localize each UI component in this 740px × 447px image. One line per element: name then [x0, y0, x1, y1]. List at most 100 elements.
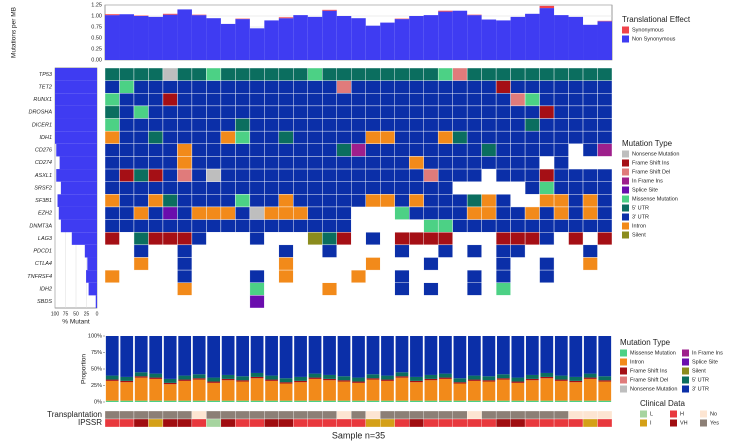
bar-segment: [338, 382, 351, 401]
mutation-cell: [540, 106, 554, 119]
bar-segment: [251, 336, 264, 373]
mutation-cell: [395, 81, 409, 94]
bar-segment: [178, 380, 191, 381]
y-tick-label: 0.00: [91, 57, 102, 63]
mutation-cell: [192, 68, 206, 81]
mutation-cell: [119, 207, 133, 220]
mutation-cell: [569, 81, 583, 94]
bar-segment: [454, 401, 467, 402]
mutation-cell: [598, 182, 612, 195]
bar-segment: [193, 380, 206, 401]
mutation-cell: [206, 93, 220, 106]
mutation-cell: [351, 144, 365, 157]
mutation-cell: [482, 156, 496, 169]
mutation-cell: [192, 81, 206, 94]
mutation-cell: [395, 270, 409, 283]
bar: [55, 119, 97, 132]
mutation-cell: [235, 169, 249, 182]
mutation-cell: [409, 169, 423, 182]
bar-segment: [338, 336, 351, 376]
mutation-cell: [482, 144, 496, 157]
x-tick-label: 25: [84, 311, 90, 317]
bar-segment: [280, 336, 293, 378]
mutation-cell: [322, 182, 336, 195]
mutation-cell: [409, 81, 423, 94]
mutation-cell: [438, 119, 452, 132]
mutation-cell: [583, 68, 597, 81]
bar-segment: [351, 18, 365, 60]
mutation-cell: [250, 207, 264, 220]
mutation-cell: [569, 93, 583, 106]
bar: [59, 207, 97, 220]
mutation-cell: [192, 106, 206, 119]
mutation-cell: [424, 182, 438, 195]
mutation-cell: [438, 182, 452, 195]
mutation-cell: [163, 194, 177, 207]
bar-segment: [584, 379, 597, 401]
bar: [55, 106, 97, 119]
bar-segment: [251, 378, 264, 400]
mutation-cell: [453, 68, 467, 81]
clinical-cell: [424, 419, 438, 427]
bar-segment: [482, 401, 495, 402]
mutation-cell: [163, 220, 177, 233]
mutation-cell: [148, 106, 162, 119]
mutation-cell: [134, 169, 148, 182]
mutation-cell: [511, 169, 525, 182]
mutation-cell: [134, 207, 148, 220]
mutation-cell: [366, 131, 380, 144]
bar-segment: [598, 382, 611, 401]
legend-swatch: [622, 196, 629, 203]
legend-swatch: [622, 36, 629, 43]
bar-segment: [454, 378, 467, 382]
mutation-cell: [380, 169, 394, 182]
bar-segment: [598, 336, 611, 376]
mutation-cell: [337, 220, 351, 233]
clinical-cell: [221, 419, 235, 427]
bar-segment: [280, 382, 293, 383]
mutation-cell: [409, 232, 423, 245]
bar-segment: [598, 21, 612, 60]
mutation-cell: [250, 93, 264, 106]
clinical-cell: [322, 411, 336, 419]
bar-segment: [164, 379, 177, 383]
mutation-cell: [395, 169, 409, 182]
mutation-cell: [148, 207, 162, 220]
mutation-cell: [554, 144, 568, 157]
bar-segment: [409, 16, 423, 60]
clinical-cell: [192, 411, 206, 419]
mutation-cell: [467, 245, 481, 258]
mutation-cell: [337, 169, 351, 182]
clinical-cell: [235, 411, 249, 419]
bar-segment: [555, 380, 568, 381]
mutation-cell: [177, 119, 191, 132]
bar-segment: [410, 381, 423, 382]
mutation-cell: [598, 81, 612, 94]
bar-segment: [280, 401, 293, 402]
bar-segment: [120, 377, 133, 381]
mutation-cell: [177, 144, 191, 157]
y-tick-label: 75%: [91, 350, 102, 356]
mutation-cell: [366, 194, 380, 207]
gene-label: CD274: [35, 160, 52, 166]
mutation-cell: [380, 93, 394, 106]
mutation-cell: [453, 93, 467, 106]
mutation-cell: [148, 220, 162, 233]
bar-segment: [120, 382, 133, 400]
bar-segment: [396, 401, 409, 402]
gene-label: SBDS: [37, 299, 52, 305]
legend-label: Non Synonymous: [632, 36, 676, 42]
y-tick-label: 50%: [91, 366, 102, 372]
mutation-cell: [177, 68, 191, 81]
mutation-cell: [192, 119, 206, 132]
bar-segment: [439, 379, 452, 401]
gene-label: SF3B1: [35, 198, 52, 204]
mutation-cell: [496, 144, 510, 157]
bar-segment: [294, 382, 307, 400]
clinical-cell: [148, 419, 162, 427]
mutation-cell: [177, 182, 191, 195]
mutation-cell: [395, 119, 409, 132]
clinical-cell: [583, 411, 597, 419]
mutation-cell: [235, 119, 249, 132]
bar-segment: [323, 336, 336, 375]
